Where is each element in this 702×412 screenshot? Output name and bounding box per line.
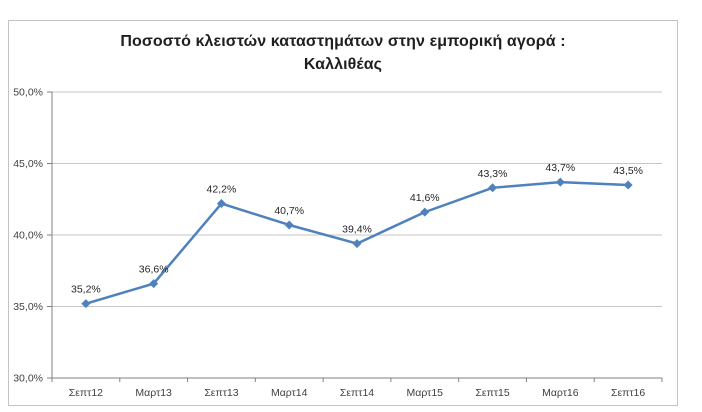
data-point-label: 35,2% <box>71 284 101 296</box>
data-point-label: 41,6% <box>410 192 440 204</box>
x-axis-label: Σεπτ16 <box>611 387 645 399</box>
data-point-label: 40,7% <box>274 205 304 217</box>
x-axis-label: Μαρτ16 <box>542 387 579 399</box>
y-axis-label: 30,0% <box>13 373 43 385</box>
chart-title: Ποσοστό κλειστών καταστημάτων στην εμπορ… <box>9 30 677 76</box>
y-axis-label: 35,0% <box>13 301 43 313</box>
chart-title-line1: Ποσοστό κλειστών καταστημάτων στην εμπορ… <box>120 33 566 50</box>
y-axis-label: 40,0% <box>13 230 43 242</box>
data-point-marker <box>623 180 633 190</box>
chart-title-line2: Καλλιθέας <box>303 56 383 73</box>
data-point-marker <box>555 177 565 187</box>
line-chart: 30,0% 35,0% 40,0% 45,0% 50,0% Σεπτ12 Μαρτ13 Σεπ… <box>13 87 663 399</box>
y-axis-label: 45,0% <box>13 158 43 170</box>
data-point-marker <box>284 220 294 230</box>
x-axis-label: Σεπτ15 <box>475 387 509 399</box>
data-point-label: 43,7% <box>545 162 575 174</box>
x-axis-label: Σεπτ12 <box>69 387 103 399</box>
data-point-label: 43,5% <box>613 165 643 177</box>
data-point-label: 36,6% <box>139 264 169 276</box>
data-point-marker <box>81 299 91 309</box>
data-point-label: 39,4% <box>342 224 372 236</box>
chart-frame: Ποσοστό κλειστών καταστημάτων στην εμπορ… <box>8 20 678 406</box>
x-axis-label: Μαρτ14 <box>271 387 308 399</box>
data-point-marker <box>352 239 362 249</box>
x-axis-label: Μαρτ13 <box>135 387 172 399</box>
data-point-label: 42,2% <box>207 184 237 196</box>
data-point-marker <box>488 183 498 193</box>
data-point-marker <box>149 279 159 289</box>
x-axis-label: Μαρτ15 <box>407 387 444 399</box>
y-axis-label: 50,0% <box>13 87 43 99</box>
x-axis-label: Σεπτ14 <box>340 387 374 399</box>
data-point-label: 43,3% <box>478 168 508 180</box>
x-axis-label: Σεπτ13 <box>204 387 238 399</box>
data-point-marker <box>420 207 430 217</box>
data-point-marker <box>216 199 226 209</box>
